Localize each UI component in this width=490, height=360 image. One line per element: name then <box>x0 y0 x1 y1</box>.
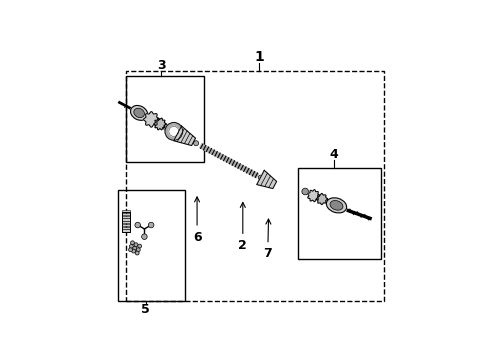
Bar <box>122 216 130 218</box>
Bar <box>122 210 130 212</box>
Bar <box>122 229 130 232</box>
Circle shape <box>128 248 132 252</box>
Bar <box>122 213 130 215</box>
Circle shape <box>169 126 179 136</box>
Circle shape <box>164 124 170 131</box>
Circle shape <box>165 122 183 140</box>
Bar <box>122 224 130 226</box>
Bar <box>122 227 130 229</box>
Text: 1: 1 <box>255 50 264 64</box>
Text: 4: 4 <box>330 148 339 161</box>
Ellipse shape <box>134 108 145 118</box>
Polygon shape <box>154 118 166 130</box>
Circle shape <box>130 241 134 245</box>
Circle shape <box>194 141 198 146</box>
Bar <box>122 219 130 221</box>
Circle shape <box>142 234 147 239</box>
Text: 5: 5 <box>142 303 150 316</box>
Circle shape <box>135 222 141 228</box>
Circle shape <box>258 175 263 180</box>
Circle shape <box>148 222 154 228</box>
Bar <box>118 190 185 301</box>
Ellipse shape <box>330 201 343 210</box>
Circle shape <box>135 251 139 255</box>
Text: 6: 6 <box>193 197 201 244</box>
Ellipse shape <box>326 198 346 213</box>
Text: 7: 7 <box>264 219 272 260</box>
Polygon shape <box>174 126 196 145</box>
Circle shape <box>133 246 137 250</box>
Circle shape <box>302 188 309 195</box>
Polygon shape <box>308 190 319 202</box>
Ellipse shape <box>130 105 147 120</box>
Bar <box>298 168 381 260</box>
Bar <box>126 76 204 162</box>
Text: 3: 3 <box>157 59 165 72</box>
Circle shape <box>132 249 136 253</box>
Circle shape <box>134 243 138 247</box>
Polygon shape <box>144 112 159 127</box>
Polygon shape <box>316 193 327 204</box>
Circle shape <box>129 244 133 248</box>
Bar <box>122 212 130 232</box>
Text: 2: 2 <box>239 202 247 252</box>
Circle shape <box>138 244 142 248</box>
Polygon shape <box>257 170 276 189</box>
Bar <box>126 71 384 301</box>
Circle shape <box>136 248 140 252</box>
Bar <box>122 221 130 223</box>
